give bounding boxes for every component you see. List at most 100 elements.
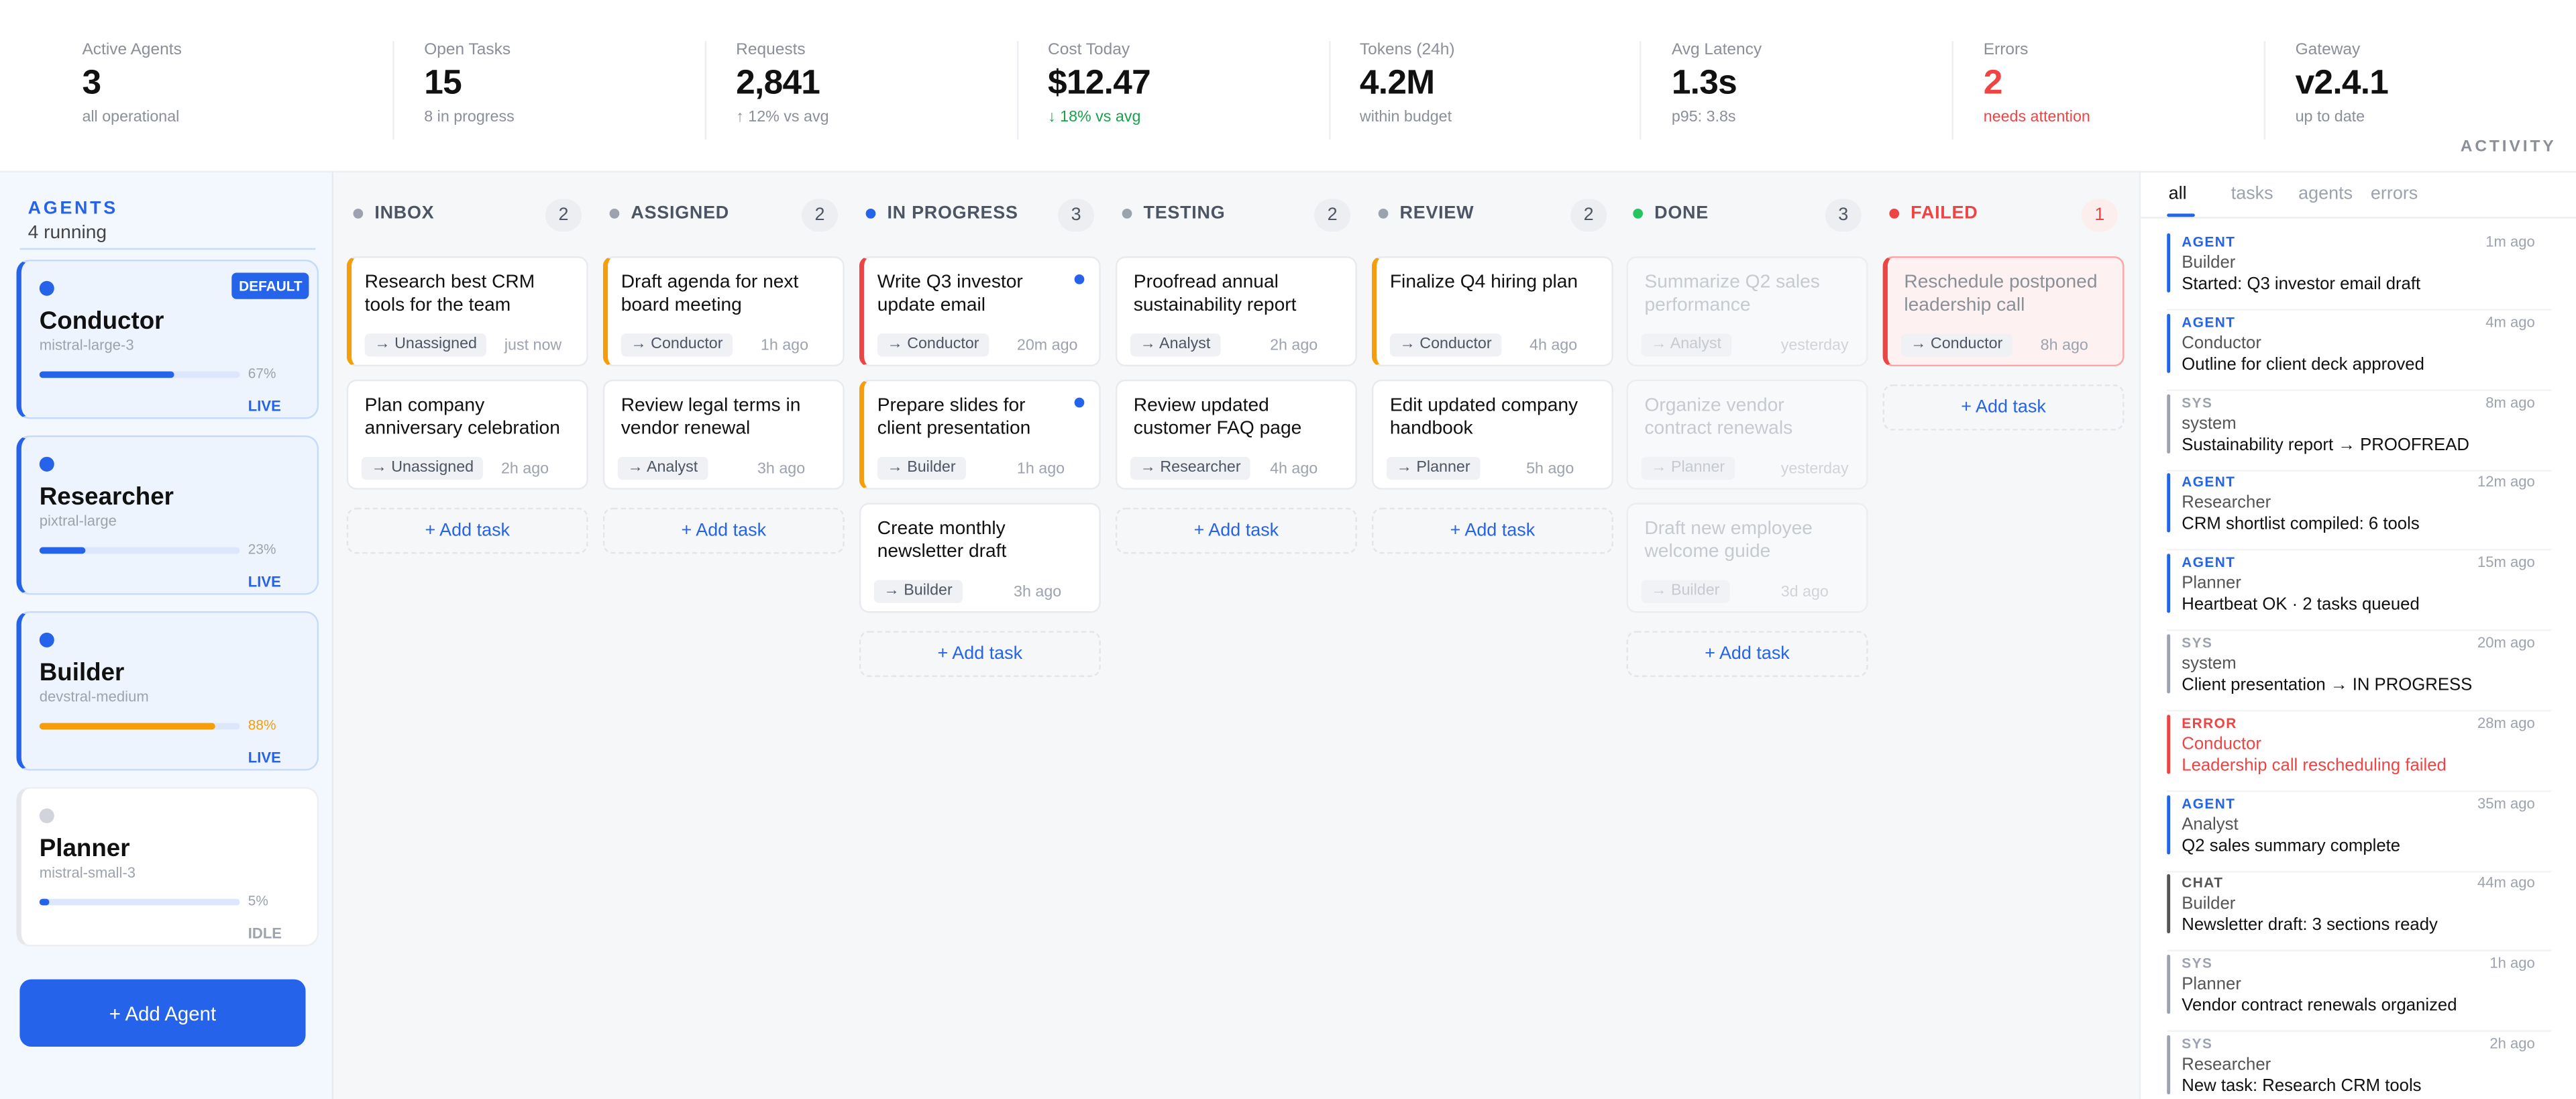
task-card[interactable]: Summarize Q2 sales performance → Analyst y… <box>1626 256 1868 367</box>
task-card[interactable]: Proofread annual sustainability report → … <box>1115 256 1357 367</box>
add-task-button[interactable]: + Add task <box>346 507 588 554</box>
activity-item[interactable]: SYS Researcher New task: Research CRM tool… <box>2167 1032 2551 1099</box>
activity-message: Client presentation → IN PROGRESS <box>2182 675 2473 695</box>
assignee-chip[interactable]: → Conductor <box>621 333 733 357</box>
add-task-button[interactable]: + Add task <box>1371 507 1613 554</box>
load-percent: 5% <box>248 892 268 909</box>
activity-item[interactable]: AGENT Builder Started: Q3 investor email d… <box>2167 230 2552 311</box>
activity-item[interactable]: AGENT Analyst Q2 sales summary complete 35m… <box>2167 791 2552 872</box>
add-task-button[interactable]: + Add task <box>1626 631 1868 677</box>
activity-item[interactable]: SYS Planner Vendor contract renewals organ… <box>2167 951 2552 1033</box>
task-card[interactable]: Write Q3 investor update email → Conducto… <box>859 256 1101 367</box>
active-indicator-icon <box>1074 274 1085 284</box>
activity-actor: Analyst <box>2182 814 2239 835</box>
task-card[interactable]: Organize vendor contract renewals → Plann… <box>1626 379 1868 490</box>
task-card[interactable]: Draft agenda for next board meeting → Con… <box>602 256 845 367</box>
stat-subtext: 8 in progress <box>424 108 515 127</box>
type-indicator <box>2167 313 2171 373</box>
tab-tasks[interactable]: tasks <box>2231 184 2273 204</box>
task-card[interactable]: Review updated customer FAQ page → Resear… <box>1115 379 1357 490</box>
add-agent-button[interactable]: + Add Agent <box>19 979 306 1047</box>
column-title: REVIEW <box>1399 203 1474 224</box>
assignee-chip[interactable]: → Analyst <box>1130 333 1221 357</box>
task-card[interactable]: Draft new employee welcome guide → Builde… <box>1626 503 1868 613</box>
activity-actor: system <box>2182 653 2237 674</box>
assignee-chip[interactable]: → Researcher <box>1130 456 1251 480</box>
tab-all[interactable]: all <box>2167 184 2195 217</box>
add-task-button[interactable]: + Add task <box>602 507 845 554</box>
agent-status: LIVE <box>248 397 281 415</box>
activity-item[interactable]: AGENT Conductor Outline for client deck ap… <box>2167 310 2552 391</box>
add-task-button[interactable]: + Add task <box>1882 384 2125 431</box>
task-card[interactable]: Edit updated company handbook → Planner 5h… <box>1371 379 1613 490</box>
column-title: IN PROGRESS <box>887 203 1018 224</box>
activity-time: 8m ago <box>2485 393 2535 411</box>
column-count-badge: 2 <box>1570 199 1607 232</box>
activity-type: AGENT <box>2182 794 2236 811</box>
assignee-chip[interactable]: → Builder <box>873 580 963 603</box>
add-task-button[interactable]: + Add task <box>859 631 1101 677</box>
assignee-chip[interactable]: → Analyst <box>617 456 708 480</box>
tab-errors[interactable]: errors <box>2370 184 2418 204</box>
column-title: DONE <box>1654 203 1709 224</box>
stat-value: 15 <box>424 64 462 102</box>
agent-card-researcher[interactable]: Researcher pixtral-large 23% LIVE <box>16 435 319 595</box>
task-title: Draft new employee welcome guide <box>1644 519 1813 562</box>
task-time: yesterday <box>1780 337 1849 355</box>
activity-type: AGENT <box>2182 554 2236 571</box>
type-indicator <box>2167 393 2171 453</box>
task-time: 1h ago <box>760 337 809 355</box>
activity-time: 28m ago <box>2477 714 2535 731</box>
load-percent: 67% <box>248 364 276 382</box>
agent-name: Planner <box>39 835 130 863</box>
activity-item[interactable]: SYS system Sustainability report → PROOFRE… <box>2167 390 2552 471</box>
assignee-chip[interactable]: → Builder <box>877 456 966 480</box>
task-board: INBOX 2 Research best CRM tools for the te… <box>333 170 2139 1099</box>
stat-value: $12.47 <box>1048 64 1151 102</box>
task-card[interactable]: Create monthly newsletter draft → Builder… <box>859 503 1101 613</box>
stat-value: 3 <box>82 64 101 102</box>
task-card[interactable]: Finalize Q4 hiring plan → Conductor 4h ago <box>1371 256 1613 367</box>
activity-item[interactable]: AGENT Planner Heartbeat OK · 2 tasks queue… <box>2167 551 2552 631</box>
activity-type: AGENT <box>2182 313 2236 330</box>
task-card[interactable]: Research best CRM tools for the team → Un… <box>346 256 588 367</box>
activity-time: 20m ago <box>2477 634 2535 651</box>
type-indicator <box>2167 474 2171 533</box>
assignee-chip[interactable]: → Unassigned <box>361 456 484 480</box>
agent-status: LIVE <box>248 749 281 766</box>
assignee-chip[interactable]: → Unassigned <box>364 333 487 357</box>
assignee-chip[interactable]: → Builder <box>1641 580 1730 603</box>
stat-label: Avg Latency <box>1671 41 1762 60</box>
task-card[interactable]: Reschedule postponed leadership call → Co… <box>1882 256 2125 367</box>
activity-item[interactable]: CHAT Builder Newsletter draft: 3 sections … <box>2167 872 2552 952</box>
stat-value: 2,841 <box>736 64 820 102</box>
activity-item[interactable]: AGENT Researcher CRM shortlist compiled: 6… <box>2167 470 2552 552</box>
agent-card-conductor[interactable]: DEFAULT Conductor mistral-large-3 67% LIVE <box>16 259 319 419</box>
activity-message: Outline for client deck approved <box>2182 354 2424 374</box>
tab-agents[interactable]: agents <box>2298 184 2353 204</box>
assignee-chip[interactable]: → Conductor <box>877 333 989 357</box>
column-count-badge: 2 <box>1314 199 1351 232</box>
type-indicator <box>2167 554 2171 613</box>
stat-subtext: ↓ 18% vs avg <box>1048 108 1141 127</box>
column-header: FAILED 1 <box>1883 199 2125 232</box>
assignee-chip[interactable]: → Analyst <box>1641 333 1731 357</box>
assignee-chip[interactable]: → Conductor <box>1389 333 1502 357</box>
assignee-chip[interactable]: → Planner <box>1641 456 1735 480</box>
task-card[interactable]: Plan company anniversary celebration → Un… <box>346 379 588 490</box>
assignee-chip[interactable]: → Conductor <box>1900 333 2012 357</box>
load-percent: 88% <box>248 716 276 733</box>
assignee-chip[interactable]: → Planner <box>1386 456 1481 480</box>
activity-item[interactable]: SYS system Client presentation → IN PROGRE… <box>2167 631 2552 712</box>
column-title: TESTING <box>1143 203 1226 224</box>
add-task-button[interactable]: + Add task <box>1115 507 1357 554</box>
activity-type: SYS <box>2182 393 2213 411</box>
task-card[interactable]: Review legal terms in vendor renewal → An… <box>602 379 845 490</box>
load-bar <box>39 371 240 378</box>
agent-model: devstral-medium <box>39 688 149 705</box>
agent-card-planner[interactable]: Planner mistral-small-3 5% IDLE <box>16 787 319 947</box>
agent-card-builder[interactable]: Builder devstral-medium 88% LIVE <box>16 611 319 771</box>
activity-item[interactable]: ERROR Conductor Leadership call rescheduli… <box>2167 711 2552 792</box>
task-time: just now <box>504 337 562 355</box>
task-card[interactable]: Prepare slides for client presentation → … <box>859 379 1101 490</box>
